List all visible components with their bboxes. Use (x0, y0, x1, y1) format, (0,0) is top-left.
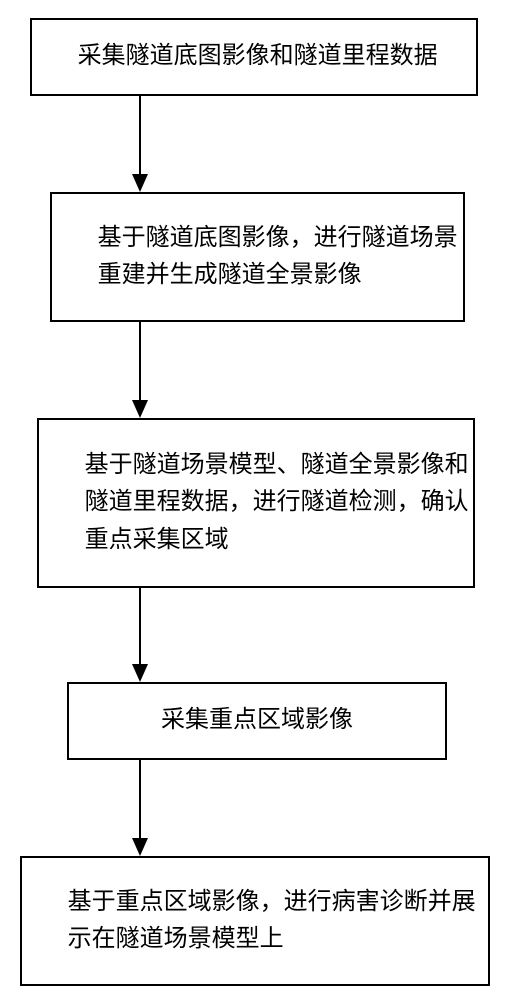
arrow-head-3 (132, 664, 148, 682)
flow-node-text: 基于重点区域影像，进行病害诊断并展示在隧道场景模型上 (68, 884, 488, 958)
flow-node-text: 采集隧道底图影像和隧道里程数据 (78, 38, 438, 75)
arrow-line-3 (139, 588, 141, 664)
flow-node-text: 基于隧道场景模型、隧道全景影像和隧道里程数据，进行隧道检测，确认重点采集区域 (85, 447, 473, 559)
flow-node-n4: 采集重点区域影像 (67, 682, 447, 760)
flow-node-text: 采集重点区域影像 (161, 702, 353, 739)
arrow-line-1 (139, 96, 141, 174)
flow-node-n1: 采集隧道底图影像和隧道里程数据 (30, 18, 478, 96)
flow-node-n2: 基于隧道底图影像，进行隧道场景重建并生成隧道全景影像 (50, 192, 465, 322)
arrow-line-4 (139, 760, 141, 838)
arrow-line-2 (139, 322, 141, 400)
flow-node-n3: 基于隧道场景模型、隧道全景影像和隧道里程数据，进行隧道检测，确认重点采集区域 (37, 418, 475, 588)
arrow-head-2 (132, 400, 148, 418)
flowchart-canvas: 采集隧道底图影像和隧道里程数据基于隧道底图影像，进行隧道场景重建并生成隧道全景影… (0, 0, 508, 1000)
arrow-head-4 (132, 838, 148, 856)
flow-node-n5: 基于重点区域影像，进行病害诊断并展示在隧道场景模型上 (20, 856, 490, 986)
arrow-head-1 (132, 174, 148, 192)
flow-node-text: 基于隧道底图影像，进行隧道场景重建并生成隧道全景影像 (98, 220, 463, 294)
